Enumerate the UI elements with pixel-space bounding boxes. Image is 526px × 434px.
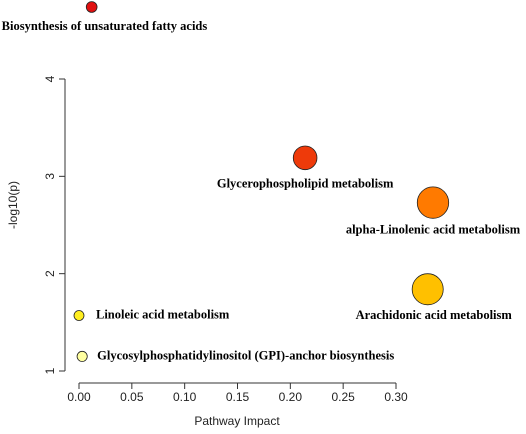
x-tick-label: 0.05 <box>120 390 144 404</box>
x-axis-title: Pathway Impact <box>194 414 280 428</box>
point-label: Glycosylphosphatidylinositol (GPI)-ancho… <box>97 348 394 362</box>
point-label: Linoleic acid metabolism <box>96 307 230 321</box>
y-tick-label: 4 <box>43 75 57 82</box>
y-tick-label: 2 <box>43 270 57 277</box>
bubble <box>292 145 318 171</box>
x-tick-label: 0.10 <box>173 390 197 404</box>
x-tick-label: 0.20 <box>279 390 303 404</box>
point-label: Biosynthesis of unsaturated fatty acids <box>2 19 208 33</box>
y-tick-label: 1 <box>43 367 57 374</box>
x-tick-label: 0.15 <box>226 390 250 404</box>
y-tick-label: 3 <box>43 173 57 180</box>
bubble <box>76 350 88 362</box>
x-tick-label: 0.30 <box>384 390 408 404</box>
point-label: Arachidonic acid metabolism <box>356 308 513 322</box>
y-axis-title: -log10(p) <box>6 181 20 229</box>
point-label: alpha-Linolenic acid metabolism <box>346 222 521 236</box>
x-tick-label: 0.25 <box>331 390 355 404</box>
bubble <box>411 273 444 306</box>
bubble <box>73 310 85 321</box>
point-label: Glycerophospholipid metabolism <box>217 177 394 191</box>
x-tick-label: 0.00 <box>67 390 91 404</box>
bubble <box>85 1 98 13</box>
bubble <box>416 186 450 219</box>
